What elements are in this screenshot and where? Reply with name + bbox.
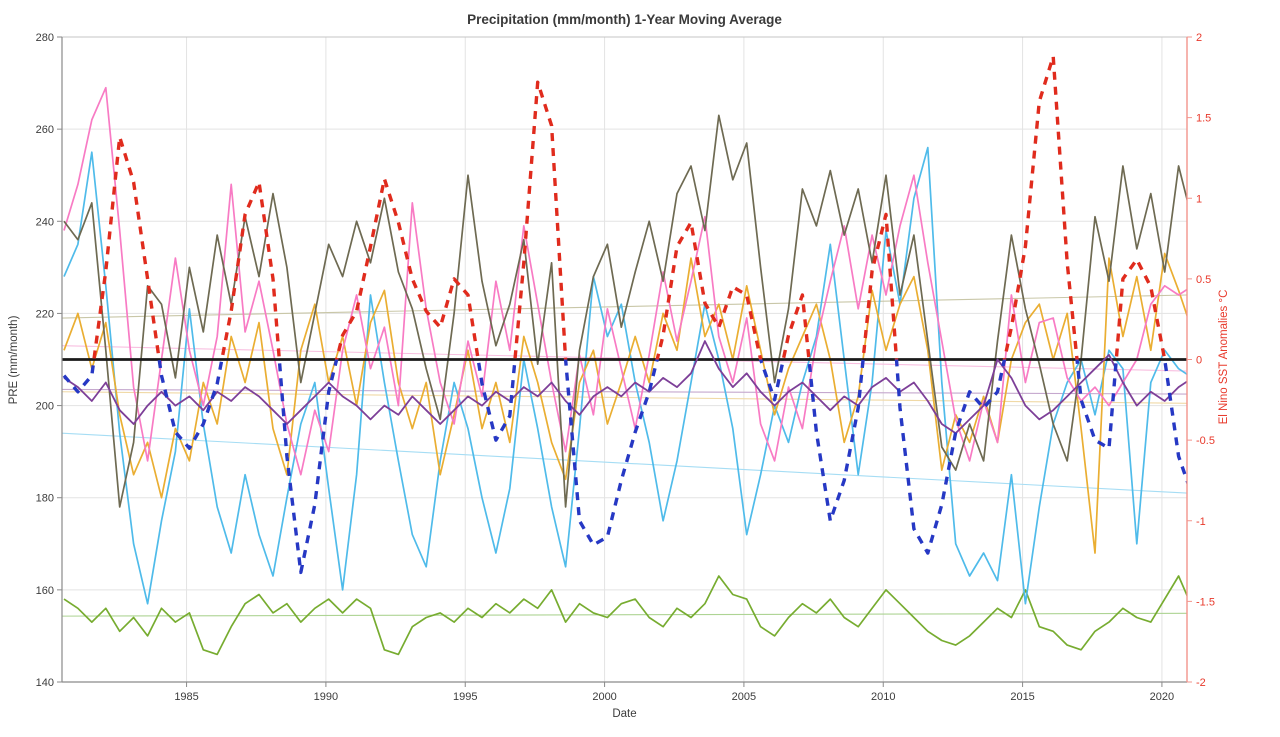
y-right-tick-label: 1: [1196, 193, 1202, 205]
precip-cyan-line: [63, 146, 1187, 605]
y-left-tick-label: 200: [36, 401, 54, 413]
x-tick-label: 1990: [314, 691, 338, 703]
y-right-tick-label: 1.5: [1196, 113, 1211, 125]
y-right-tick-label: -0.5: [1196, 435, 1215, 447]
chart-title: Precipitation (mm/month) 1-Year Moving A…: [467, 12, 782, 27]
x-tick-label: 1995: [453, 691, 477, 703]
y-left-tick-label: 240: [36, 216, 54, 228]
y-left-tick-label: 260: [36, 124, 54, 136]
orange-trend: [61, 391, 1188, 404]
y-left-tick-label: 160: [36, 585, 54, 597]
x-tick-label: 1985: [174, 691, 198, 703]
precip-green-line: [63, 575, 1187, 656]
cyan-trend: [61, 432, 1188, 494]
y-left-tick-label: 140: [36, 677, 54, 689]
x-tick-label: 2015: [1010, 691, 1034, 703]
y-right-tick-label: 2: [1196, 32, 1202, 44]
green-trend: [61, 612, 1188, 617]
x-axis-label: Date: [612, 708, 637, 720]
precip-pink-line: [63, 86, 1187, 476]
y-left-tick-label: 220: [36, 308, 54, 320]
precip-purple-line: [63, 340, 1187, 435]
y-right-tick-label: 0: [1196, 355, 1202, 367]
y-right-tick-label: -2: [1196, 677, 1206, 689]
y-left-tick-label: 180: [36, 493, 54, 505]
enso-negative-line: [62, 359, 1187, 575]
right-axis-label: El Nino SST Anomalies °C: [1218, 289, 1230, 425]
y-right-tick-label: -1: [1196, 516, 1206, 528]
x-tick-label: 2020: [1150, 691, 1174, 703]
x-tick-label: 2000: [592, 691, 616, 703]
left-axis-label: PRE (mm/month): [8, 315, 20, 405]
y-right-tick-label: 0.5: [1196, 274, 1211, 286]
y-left-tick-label: 280: [36, 32, 54, 44]
precip-darkkhaki-line: [63, 114, 1187, 508]
y-right-tick-label: -1.5: [1196, 596, 1215, 608]
x-tick-label: 2005: [732, 691, 756, 703]
x-tick-label: 2010: [871, 691, 895, 703]
